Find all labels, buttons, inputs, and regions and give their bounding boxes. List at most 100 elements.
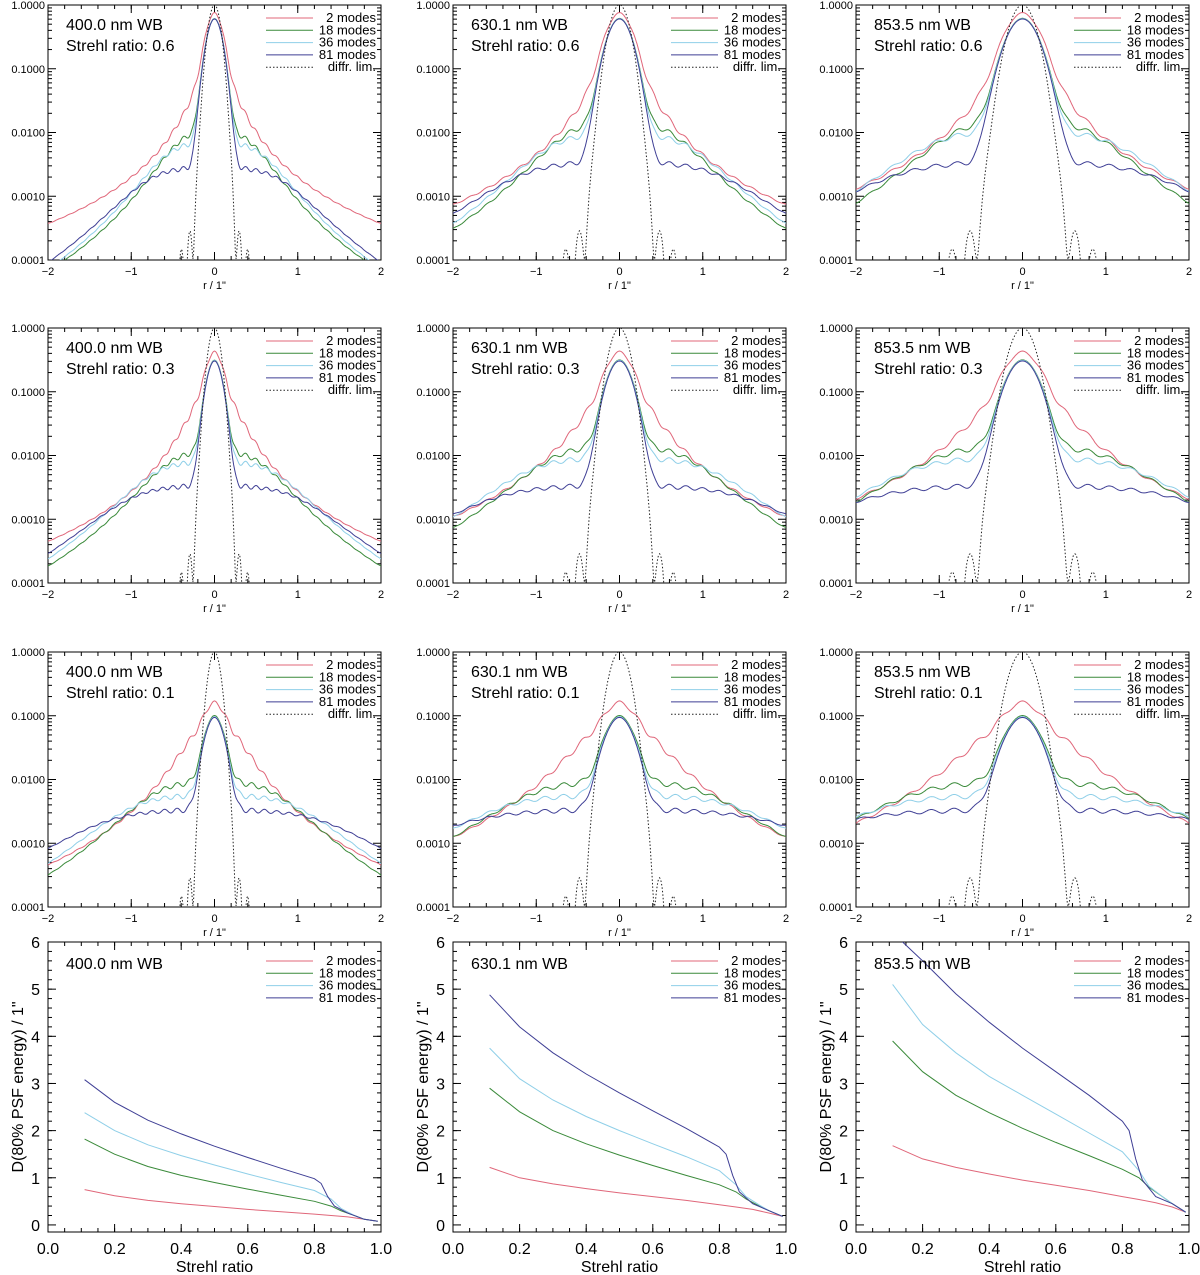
series-line-18-modes [892,1040,1186,1213]
x-tick-label: −1 [530,589,543,601]
x-tick-label: 0.2 [103,1241,125,1258]
y-tick-label: 0 [31,1218,40,1235]
x-tick-label: 0 [1019,266,1025,278]
legend-label: diffr. lim. [733,59,781,74]
panel-subtitle: Strehl ratio: 0.3 [471,361,580,378]
legend-label: 36 modes [319,978,377,993]
x-tick-label: 1 [700,913,706,925]
y-tick-label: 0.0001 [11,902,45,914]
panel-psf-r2c1: −2 −1 0 1 2 0.0001 0.0010 0.0100 0.1000 1.0000 r /… [416,647,789,939]
legend-label: 36 modes [1127,978,1185,993]
series-line-2-modes [453,700,786,838]
x-tick-label: 2 [783,266,789,278]
y-tick-label: 0.0100 [819,451,853,463]
panel-subtitle: Strehl ratio: 0.3 [66,361,175,378]
x-tick-label: −2 [850,913,863,925]
x-tick-label: 0.4 [978,1241,1000,1258]
x-axis-label: r / 1" [203,603,226,615]
x-tick-label: −1 [933,913,946,925]
x-tick-label: 0.0 [37,1241,59,1258]
series-group [48,328,381,583]
panel-title: 853.5 nm WB [874,664,971,681]
x-tick-label: 2 [1186,589,1192,601]
x-tick-label: −2 [850,589,863,601]
y-tick-label: 0.0001 [416,902,450,914]
legend-label: 2 modes [731,657,781,672]
series-line-18-modes [856,714,1189,820]
legend-label: diffr. lim. [328,59,376,74]
x-axis-label: r / 1" [608,280,631,292]
legend-label: 2 modes [326,953,376,968]
y-tick-label: 0.1000 [11,64,45,76]
panel-psf-r2c0: −2 −1 0 1 2 0.0001 0.0010 0.0100 0.1000 1.0000 r /… [11,647,384,939]
y-tick-label: 1 [839,1171,848,1188]
legend-label: 2 modes [1134,657,1184,672]
y-tick-label: 0.0010 [11,191,45,203]
y-tick-label: 1.0000 [416,0,450,12]
y-tick-label: 0.0010 [416,191,450,203]
x-tick-label: −2 [42,589,55,601]
y-tick-label: 0.1000 [416,387,450,399]
x-tick-label: 1.0 [370,1241,392,1258]
y-tick-label: 5 [839,982,848,999]
x-tick-label: 1 [1103,913,1109,925]
y-tick-label: 6 [839,935,848,952]
series-line-36-modes [453,716,786,829]
legend-label: diffr. lim. [733,706,781,721]
x-tick-label: −2 [447,589,460,601]
series-group [892,942,1186,1213]
series-line-2-modes [856,11,1189,190]
legend-label: 36 modes [319,358,377,373]
series-line-2-modes [453,350,786,517]
y-tick-label: 0.0001 [11,255,45,267]
series-line-2-modes [84,1189,378,1222]
y-tick-label: 5 [436,982,445,999]
y-tick-label: 0.1000 [11,387,45,399]
legend-label: 2 modes [326,657,376,672]
panel-title: 400.0 nm WB [66,17,163,34]
series-line-81-modes [48,716,381,850]
series-line-36-modes [892,984,1186,1213]
x-tick-label: 2 [378,589,384,601]
legend-label: 18 modes [319,22,377,37]
legend-label: diffr. lim. [328,382,376,397]
legend-label: 81 modes [724,990,782,1005]
x-tick-label: 2 [1186,266,1192,278]
panel-title: 630.1 nm WB [471,340,568,357]
panel-energy-r3c2: 0.0 0.2 0.4 0.6 0.8 1.0 0 1 2 3 4 5 6 Strehl ratio D(8… [818,935,1200,1275]
y-tick-label: 1.0000 [11,0,45,12]
legend-label: 2 modes [1134,333,1184,348]
x-tick-label: 2 [378,913,384,925]
series-line-81-modes [453,360,786,515]
legend-label: 36 modes [319,682,377,697]
panel-title: 400.0 nm WB [66,664,163,681]
y-tick-label: 1.0000 [819,323,853,335]
x-tick-label: 1 [700,589,706,601]
y-tick-label: 0.0001 [11,578,45,590]
legend-label: 2 modes [326,333,376,348]
series-group [453,328,786,583]
panel-title: 400.0 nm WB [66,340,163,357]
legend-label: 81 modes [319,370,377,385]
y-tick-label: 4 [436,1029,445,1046]
panel-psf-r2c2: −2 −1 0 1 2 0.0001 0.0010 0.0100 0.1000 1.0000 r /… [819,647,1192,939]
y-tick-label: 4 [31,1029,40,1046]
x-axis-label: r / 1" [608,603,631,615]
y-tick-label: 0.0010 [819,838,853,850]
panel-title: 630.1 nm WB [471,664,568,681]
legend-label: 81 modes [1127,990,1185,1005]
y-tick-label: 0.0100 [416,128,450,140]
series-group [453,5,786,260]
panel-psf-r1c0: −2 −1 0 1 2 0.0001 0.0010 0.0100 0.1000 1.0000 r /… [11,323,384,615]
y-tick-label: 0.0100 [819,775,853,787]
y-tick-label: 1.0000 [819,0,853,12]
x-axis-label: r / 1" [203,280,226,292]
x-tick-label: −1 [933,589,946,601]
panel-subtitle: Strehl ratio: 0.1 [874,685,983,702]
x-axis-label: r / 1" [608,927,631,939]
x-axis-label: r / 1" [1011,280,1034,292]
x-tick-label: 1.0 [1178,1241,1200,1258]
x-axis-label: r / 1" [1011,603,1034,615]
x-tick-label: 0.8 [708,1241,730,1258]
series-line-81-modes [453,18,786,214]
